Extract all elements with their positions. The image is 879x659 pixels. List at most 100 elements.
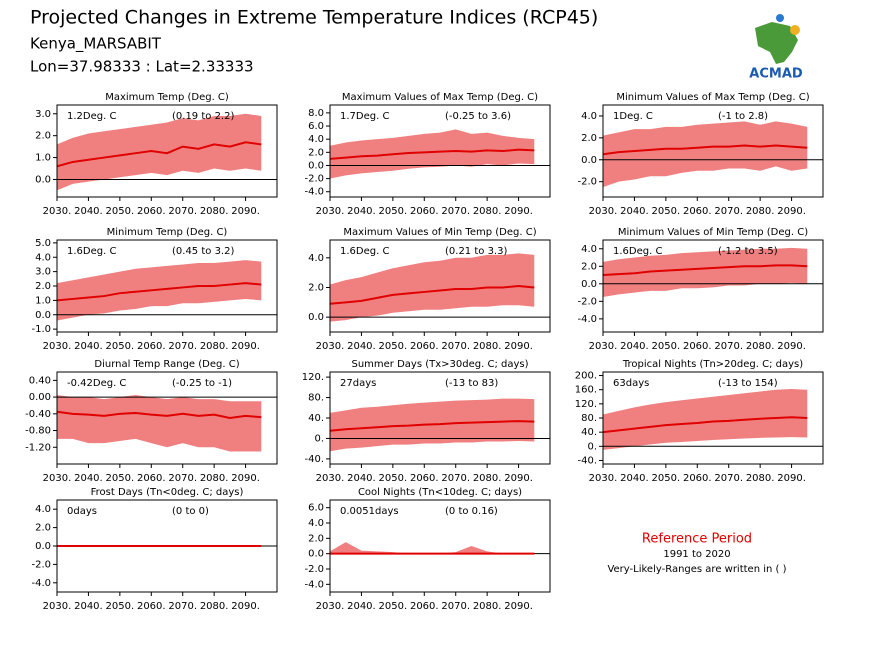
x-tick-label: 2040. — [347, 341, 376, 352]
panel-annotation: 63days — [613, 378, 649, 389]
x-tick-label: 2060. — [137, 473, 166, 484]
x-tick-label: 2050. — [106, 206, 135, 217]
x-tick-label: 2040. — [74, 341, 103, 352]
x-tick-label: 2030. — [589, 206, 618, 217]
x-tick-label: 2070. — [441, 206, 470, 217]
x-tick-label: 2060. — [137, 601, 166, 612]
y-tick-label: 4.0 — [35, 504, 51, 515]
panel-title: Tropical Nights (Tn>20deg. C; days) — [622, 359, 803, 370]
x-tick-label: 2060. — [410, 206, 439, 217]
y-tick-label: 120. — [575, 399, 597, 410]
x-tick-label: 2030. — [316, 341, 345, 352]
median-line — [56, 282, 262, 302]
y-tick-label: 2.0 — [308, 147, 324, 158]
x-tick-label: 2030. — [43, 473, 72, 484]
y-tick-label: 1.0 — [35, 295, 51, 306]
x-tick-label: 2070. — [441, 473, 470, 484]
y-tick-label: -1.0 — [31, 324, 51, 335]
panel-title: Minimum Values of Max Temp (Deg. C) — [616, 92, 809, 103]
y-tick-label: -0.80 — [25, 426, 51, 437]
y-tick-label: 0. — [587, 441, 597, 452]
y-tick-label: 0.0 — [35, 541, 51, 552]
x-tick-label: 2080. — [200, 206, 229, 217]
reference-note: Very-Likely-Ranges are written in ( ) — [607, 564, 786, 575]
y-tick-label: 4.0 — [308, 518, 324, 529]
panel-title: Summer Days (Tx>30deg. C; days) — [351, 359, 528, 370]
panel-range: (-13 to 154) — [718, 378, 778, 389]
x-tick-label: 2060. — [137, 206, 166, 217]
median-line — [329, 148, 535, 160]
y-tick-label: 6.0 — [308, 121, 324, 132]
x-tick-label: 2060. — [410, 473, 439, 484]
range-band — [330, 253, 535, 322]
x-tick-label: 2040. — [74, 601, 103, 612]
range-band — [330, 129, 535, 179]
y-tick-label: 2.0 — [35, 523, 51, 534]
y-tick-label: 4.0 — [308, 253, 324, 264]
y-tick-label: 0.0 — [35, 310, 51, 321]
x-tick-label: 2090. — [777, 473, 806, 484]
y-tick-label: -40. — [577, 455, 597, 466]
x-tick-label: 2060. — [683, 206, 712, 217]
panel-title: Maximum Temp (Deg. C) — [105, 92, 229, 103]
y-tick-label: 40. — [581, 427, 597, 438]
panel-range: (-0.25 to -1) — [172, 378, 232, 389]
x-tick-label: 2090. — [231, 206, 260, 217]
panel-range: (0 to 0.16) — [445, 506, 498, 517]
y-tick-label: -2.0 — [304, 564, 324, 575]
x-tick-label: 2030. — [43, 601, 72, 612]
x-tick-label: 2050. — [379, 473, 408, 484]
x-tick-label: 2090. — [504, 601, 533, 612]
panel-annotation: 1.6Deg. C — [340, 246, 389, 257]
reference-title: Reference Period — [642, 532, 752, 547]
x-tick-label: 2080. — [200, 341, 229, 352]
logo-map — [755, 22, 798, 64]
panel: -4.0 -2.0 0.0 2.0 4.0 6.0 2030. 2040. 2050. 2060.… — [304, 487, 551, 612]
panel-title: Maximum Values of Min Temp (Deg. C) — [343, 227, 536, 238]
median-line — [602, 416, 808, 434]
logo-text: ACMAD — [749, 67, 803, 82]
panel-range: (0.45 to 3.2) — [172, 246, 234, 257]
median-line — [329, 284, 535, 305]
range-band — [330, 542, 535, 554]
y-tick-label: 0.0 — [581, 279, 597, 290]
x-tick-label: 2060. — [410, 341, 439, 352]
x-tick-label: 2050. — [379, 206, 408, 217]
x-tick-label: 2050. — [652, 473, 681, 484]
plot-frame — [329, 499, 551, 593]
panel-annotation: 27days — [340, 378, 376, 389]
panel-annotation: 0days — [67, 506, 97, 517]
median-line — [329, 420, 535, 432]
panel: -40.0.40.80.120.160.200.2030. 2040. 2050. 2… — [575, 359, 824, 484]
y-tick-label: 0. — [314, 433, 324, 444]
logo-drop — [776, 14, 784, 22]
panel: 0.0 2.0 4.0 2030. 2040. 2050. 2060. 2070. 2080. 2… — [308, 227, 551, 352]
y-tick-label: 2.0 — [308, 282, 324, 293]
y-tick-label: 2.0 — [581, 133, 597, 144]
y-tick-label: -2.0 — [31, 559, 51, 570]
x-tick-label: 2050. — [652, 341, 681, 352]
panel-annotation: 1.6Deg. C — [613, 246, 662, 257]
panel-title: Minimum Values of Min Temp (Deg. C) — [618, 227, 808, 238]
x-tick-label: 2080. — [473, 341, 502, 352]
x-tick-label: 2080. — [200, 601, 229, 612]
panel-title: Maximum Values of Max Temp (Deg. C) — [342, 92, 538, 103]
x-tick-label: 2090. — [231, 601, 260, 612]
panel-title: Frost Days (Tn<0deg. C; days) — [91, 487, 244, 498]
x-tick-label: 2050. — [106, 473, 135, 484]
x-tick-label: 2090. — [504, 341, 533, 352]
y-tick-label: 8.0 — [308, 108, 324, 119]
x-tick-label: 2060. — [137, 341, 166, 352]
x-tick-label: 2040. — [347, 601, 376, 612]
y-tick-label: 200. — [575, 371, 597, 382]
x-tick-label: 2040. — [74, 473, 103, 484]
plot-frame — [602, 239, 824, 333]
y-tick-label: 6.0 — [308, 503, 324, 514]
y-tick-label: 0.0 — [35, 174, 51, 185]
x-tick-label: 2070. — [168, 341, 197, 352]
panel-annotation: 1.6Deg. C — [67, 246, 116, 257]
panel-title: Minimum Temp (Deg. C) — [107, 227, 228, 238]
